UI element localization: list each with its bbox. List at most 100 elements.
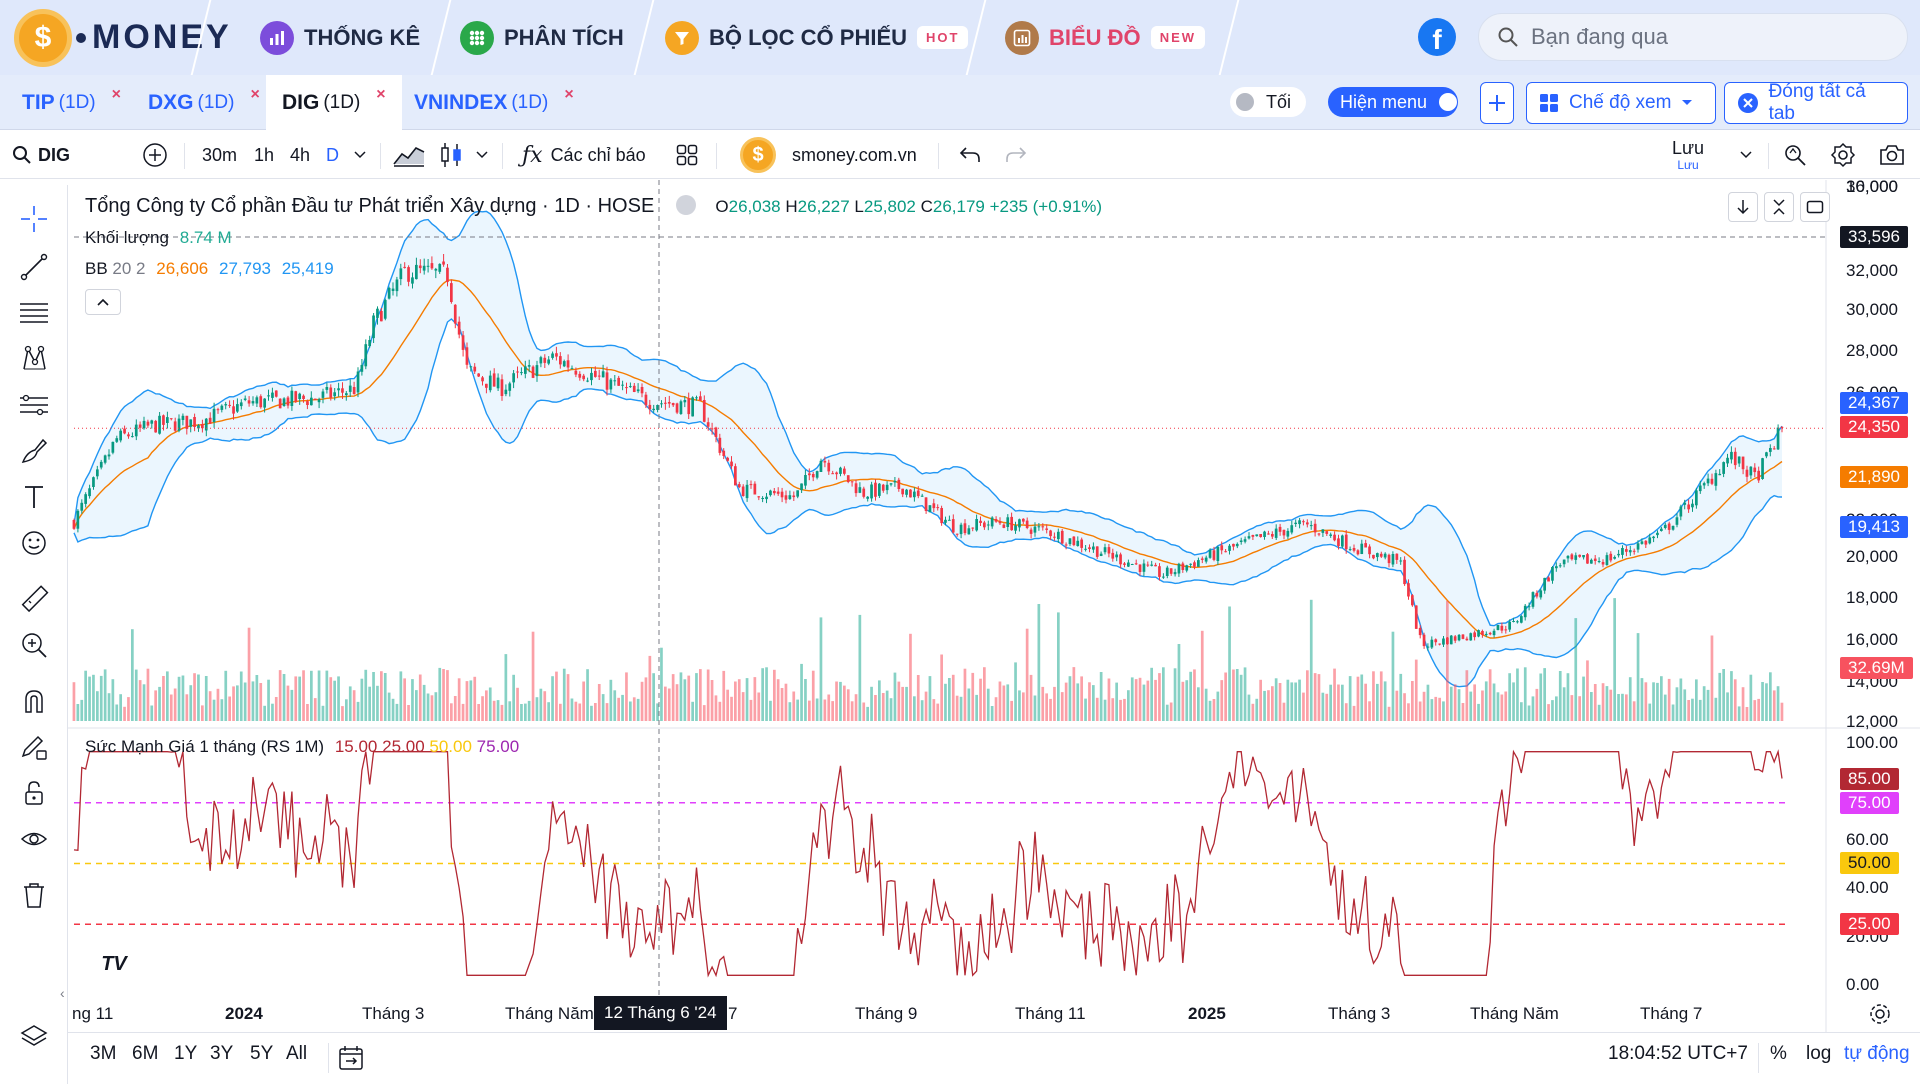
view-mode-dropdown[interactable]: Chế độ xem (1526, 82, 1716, 124)
layout-templates-button[interactable] (676, 131, 698, 179)
chart-canvas[interactable] (0, 180, 1920, 1032)
nav-item-stock-filter[interactable]: BỘ LỌC CỔ PHIẾU HOT (665, 0, 969, 75)
interval-dropdown[interactable] (354, 131, 366, 179)
show-menu-toggle[interactable]: Hiện menu (1328, 87, 1458, 117)
chart-type-dropdown[interactable] (476, 131, 488, 179)
close-all-tabs-button[interactable]: Đóng tất cả tab (1724, 81, 1908, 124)
save-button[interactable]: Lưu Lưu (1672, 131, 1704, 179)
quick-search-button[interactable] (1782, 131, 1808, 179)
range-6m[interactable]: 6M (132, 1043, 159, 1064)
logo[interactable]: $ MONEY (14, 0, 232, 75)
collapse-legend-icon[interactable] (675, 195, 696, 215)
axis-settings-button[interactable] (1868, 1002, 1892, 1031)
range-1y[interactable]: 1Y (174, 1043, 198, 1064)
crosshair-tool[interactable] (14, 199, 54, 239)
candle-body (150, 420, 154, 424)
forecast-tool[interactable] (14, 385, 54, 425)
close-tab-icon[interactable]: × (564, 85, 574, 103)
delete-drawings-tool[interactable] (14, 875, 54, 915)
interval-1h[interactable]: 1h (254, 144, 275, 165)
snapshot-button[interactable] (1878, 131, 1906, 179)
volume-bar (504, 654, 508, 721)
nav-item-analysis[interactable]: PHÂN TÍCH (460, 0, 624, 75)
interval-30m[interactable]: 30m (202, 144, 238, 165)
candle-body (1329, 534, 1332, 536)
tab-tip[interactable]: TIP (1D) × (22, 75, 121, 130)
interval-4h[interactable]: 4h (290, 144, 311, 165)
clock-display[interactable]: 18:04:52 UTC+7 (1608, 1043, 1748, 1064)
compare-symbol-button[interactable] (142, 131, 168, 179)
range-3m[interactable]: 3M (90, 1043, 117, 1064)
candle-body (1064, 544, 1068, 546)
save-dropdown[interactable] (1740, 131, 1752, 179)
magnet-tool[interactable] (14, 681, 54, 721)
volume-bar (337, 676, 340, 721)
search-input[interactable] (1531, 24, 1891, 50)
collapse-pane-button[interactable] (1764, 192, 1794, 222)
fib-tool[interactable] (14, 293, 54, 333)
volume-bar (422, 684, 426, 721)
range-5y[interactable]: 5Y (250, 1043, 274, 1064)
go-to-date-button[interactable] (338, 1045, 366, 1076)
drawing-mode-tool[interactable] (14, 727, 54, 767)
candle-body (730, 461, 733, 467)
volume-label: Khối lượng (85, 228, 169, 247)
percent-scale-button[interactable]: % (1770, 1043, 1787, 1064)
collapse-indicators-button[interactable] (85, 289, 121, 315)
volume-bar (1162, 667, 1165, 721)
facebook-icon[interactable]: f (1418, 18, 1456, 56)
tab-dxg[interactable]: DXG (1D) × (148, 75, 260, 130)
brush-tool[interactable] (14, 431, 54, 471)
redo-button[interactable] (1004, 131, 1028, 179)
magnet-icon (25, 690, 43, 713)
candle-body (1271, 534, 1274, 537)
tab-vnindex[interactable]: VNINDEX (1D) × (414, 75, 574, 130)
tab-dig[interactable]: DIG (1D) × (266, 75, 402, 130)
add-tab-button[interactable] (1480, 82, 1514, 124)
collapse-icon (1773, 199, 1785, 215)
candle-body (1002, 524, 1006, 528)
text-tool[interactable] (14, 477, 54, 517)
volume-bar (675, 684, 679, 721)
pattern-tool[interactable] (14, 339, 54, 379)
range-all[interactable]: All (286, 1043, 308, 1064)
nav-item-charts[interactable]: BIỂU ĐỒ NEW (1005, 0, 1206, 75)
emoji-tool[interactable] (14, 523, 54, 563)
ruler-tool[interactable] (14, 579, 54, 619)
candle-body (1399, 560, 1403, 562)
close-tab-icon[interactable]: × (376, 85, 386, 103)
high-value: 26,227 (797, 197, 850, 216)
zoom-tool[interactable] (14, 625, 54, 665)
tradingview-logo[interactable]: TV (94, 946, 134, 982)
nav-item-statistics[interactable]: THỐNG KÊ (260, 0, 420, 75)
object-tree-tool[interactable] (14, 1017, 54, 1057)
symbol-search[interactable]: DIG (12, 131, 70, 179)
area-chart-type-button[interactable] (392, 131, 426, 179)
volume-bar (1189, 671, 1192, 721)
dark-mode-toggle[interactable]: Tối (1230, 87, 1306, 117)
candle-body (1469, 633, 1473, 641)
move-pane-down-button[interactable] (1728, 192, 1758, 222)
undo-button[interactable] (958, 131, 982, 179)
close-tab-icon[interactable]: × (111, 85, 121, 103)
range-3y[interactable]: 3Y (210, 1043, 234, 1064)
volume-bar (158, 686, 161, 721)
volume-bar (1119, 699, 1122, 721)
candle-chart-type-button[interactable] (438, 131, 464, 179)
volume-bar (1667, 678, 1671, 721)
lock-drawings-tool[interactable] (14, 773, 54, 813)
close-tab-icon[interactable]: × (250, 85, 260, 103)
volume-bar (1286, 679, 1290, 721)
auto-scale-button[interactable]: tự động (1844, 1043, 1910, 1064)
indicators-button[interactable]: ƒx Các chỉ báo (522, 131, 646, 179)
hide-drawings-tool[interactable] (14, 819, 54, 859)
interval-d[interactable]: D (326, 144, 339, 165)
candle-body (193, 417, 196, 427)
maximize-pane-button[interactable] (1800, 192, 1830, 222)
search-box[interactable] (1478, 13, 1908, 61)
settings-button[interactable] (1830, 131, 1856, 179)
candle-body (247, 400, 251, 404)
collapse-toolbar-icon[interactable]: ‹ (60, 985, 65, 1001)
log-scale-button[interactable]: log (1806, 1043, 1832, 1064)
trend-line-tool[interactable] (14, 247, 54, 287)
